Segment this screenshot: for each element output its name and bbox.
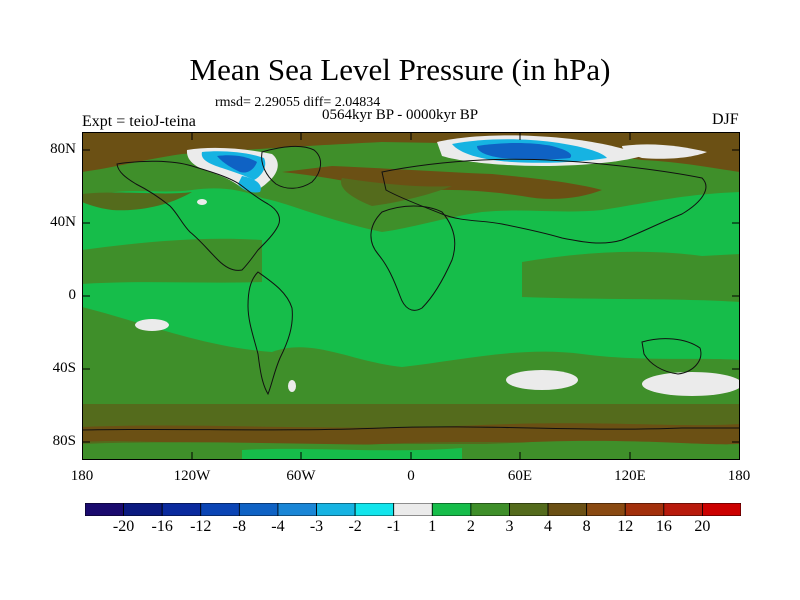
coastlines bbox=[82, 145, 740, 431]
south-pacific-patch bbox=[135, 319, 169, 331]
pacific-speck bbox=[197, 199, 207, 205]
atlantic-ridge bbox=[341, 178, 452, 206]
legend-label: 16 bbox=[655, 518, 672, 535]
legend-label: -20 bbox=[112, 518, 135, 535]
legend-label: -12 bbox=[190, 518, 212, 535]
canada-low-core bbox=[217, 155, 257, 173]
legend-swatch bbox=[431, 503, 472, 516]
legend-label: 8 bbox=[582, 518, 591, 535]
tasman-patch bbox=[642, 372, 740, 396]
antarctic-patch bbox=[242, 448, 462, 460]
legend-swatch bbox=[663, 503, 703, 516]
lon-label-180e: 180 bbox=[727, 468, 751, 484]
hudson-low bbox=[238, 176, 261, 193]
legend-swatch bbox=[393, 503, 433, 516]
axis-ticks bbox=[82, 132, 740, 460]
legend-swatch bbox=[85, 503, 124, 516]
pressure-anomaly-map bbox=[82, 132, 740, 460]
legend-label: 20 bbox=[694, 518, 711, 535]
legend-swatch bbox=[161, 503, 202, 516]
legend-label: -16 bbox=[151, 518, 173, 535]
legend-swatch bbox=[238, 503, 279, 516]
legend-label: -8 bbox=[232, 518, 246, 535]
indian-ocean-patch bbox=[506, 370, 578, 390]
legend-swatch bbox=[316, 503, 356, 516]
lon-label-120e: 120E bbox=[614, 468, 646, 484]
lat-label-80n: 80N bbox=[50, 141, 76, 157]
legend-colorbar bbox=[85, 503, 741, 516]
legend-label: 3 bbox=[505, 518, 514, 535]
lat-label-eq: 0 bbox=[68, 287, 77, 303]
legend-swatch bbox=[277, 503, 317, 516]
east-pacific-zone bbox=[82, 238, 262, 284]
patagonia-speck bbox=[288, 380, 296, 392]
siberia-low-core bbox=[477, 143, 572, 160]
experiment-label: Expt = teioJ-teina bbox=[82, 113, 196, 130]
west-pacific-zone bbox=[522, 251, 740, 302]
eurasia-high-anomaly bbox=[282, 166, 602, 199]
legend-label: -3 bbox=[309, 518, 324, 535]
southern-mid-band bbox=[82, 307, 740, 390]
legend-swatch bbox=[470, 503, 510, 516]
legend-swatch bbox=[624, 503, 665, 516]
legend-label: -2 bbox=[348, 518, 362, 535]
legend-swatch bbox=[123, 503, 163, 516]
rmsd-diff-stats: rmsd= 2.29055 diff= 2.04834 bbox=[215, 95, 381, 110]
map-title: Mean Sea Level Pressure (in hPa) bbox=[189, 52, 611, 87]
lon-label-180w: 180 bbox=[70, 468, 94, 484]
legend-label: -4 bbox=[271, 518, 285, 535]
lat-label-40n: 40N bbox=[50, 214, 76, 230]
legend-swatch bbox=[509, 503, 549, 516]
season-label: DJF bbox=[712, 111, 739, 128]
lat-label-80s: 80S bbox=[52, 433, 76, 449]
legend-swatch bbox=[702, 503, 741, 516]
legend-label: -1 bbox=[387, 518, 401, 535]
legend-swatch bbox=[586, 503, 626, 516]
legend-swatch bbox=[547, 503, 588, 516]
lon-label-120w: 120W bbox=[173, 468, 211, 484]
legend-swatch bbox=[354, 503, 395, 516]
lon-label-60w: 60W bbox=[286, 468, 316, 484]
legend-label: 1 bbox=[428, 518, 437, 535]
east-siberia-low bbox=[622, 144, 707, 159]
legend-swatch bbox=[200, 503, 240, 516]
lat-label-40s: 40S bbox=[52, 360, 76, 376]
legend-label: 12 bbox=[617, 518, 634, 535]
lon-label-0: 0 bbox=[407, 468, 415, 484]
legend-label: 4 bbox=[544, 518, 553, 535]
time-period: 0564kyr BP - 0000kyr BP bbox=[322, 107, 479, 123]
lon-label-60e: 60E bbox=[507, 468, 533, 484]
north-pacific-ridge bbox=[82, 192, 192, 211]
legend-label: 2 bbox=[466, 518, 475, 535]
